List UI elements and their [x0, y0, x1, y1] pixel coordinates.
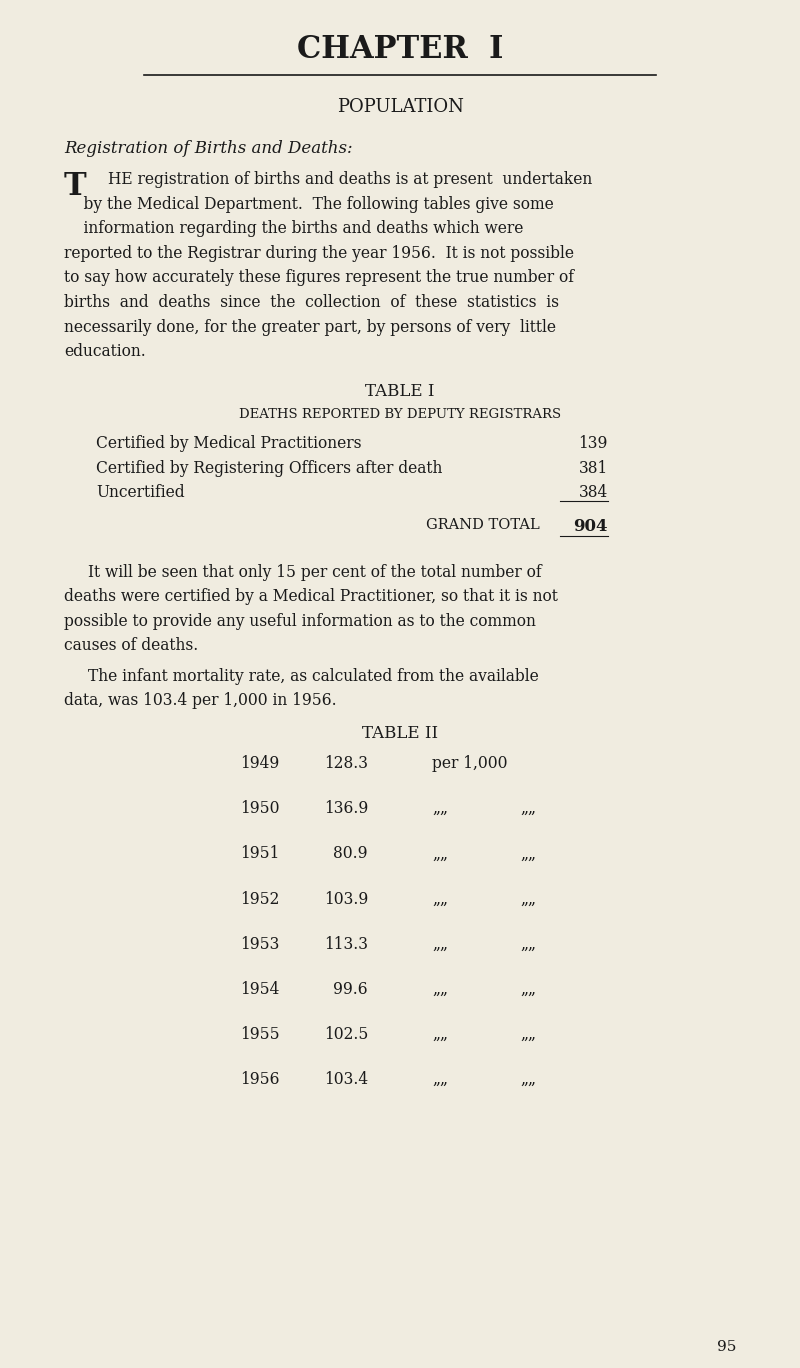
Text: 102.5: 102.5 — [324, 1026, 368, 1042]
Text: 1956: 1956 — [240, 1071, 279, 1088]
Text: education.: education. — [64, 343, 146, 360]
Text: „„: „„ — [432, 1026, 448, 1042]
Text: 381: 381 — [578, 460, 608, 476]
Text: information regarding the births and deaths which were: information regarding the births and dea… — [64, 220, 523, 237]
Text: by the Medical Department.  The following tables give some: by the Medical Department. The following… — [64, 196, 554, 212]
Text: 136.9: 136.9 — [324, 800, 368, 817]
Text: 1951: 1951 — [240, 845, 279, 862]
Text: 1955: 1955 — [240, 1026, 280, 1042]
Text: T: T — [64, 171, 86, 202]
Text: 1952: 1952 — [240, 891, 279, 907]
Text: to say how accurately these figures represent the true number of: to say how accurately these figures repr… — [64, 269, 574, 286]
Text: TABLE I: TABLE I — [366, 383, 434, 399]
Text: reported to the Registrar during the year 1956.  It is not possible: reported to the Registrar during the yea… — [64, 245, 574, 261]
Text: 139: 139 — [578, 435, 608, 451]
Text: Registration of Births and Deaths:: Registration of Births and Deaths: — [64, 140, 353, 156]
Text: „„: „„ — [520, 1026, 536, 1042]
Text: 95: 95 — [717, 1341, 736, 1354]
Text: 1954: 1954 — [240, 981, 279, 997]
Text: „„: „„ — [432, 891, 448, 907]
Text: 384: 384 — [578, 484, 608, 501]
Text: „„: „„ — [432, 800, 448, 817]
Text: „„: „„ — [520, 981, 536, 997]
Text: necessarily done, for the greater part, by persons of very  little: necessarily done, for the greater part, … — [64, 319, 556, 335]
Text: 103.9: 103.9 — [324, 891, 368, 907]
Text: 113.3: 113.3 — [324, 936, 368, 952]
Text: „„: „„ — [520, 845, 536, 862]
Text: 103.4: 103.4 — [324, 1071, 368, 1088]
Text: Certified by Registering Officers after death: Certified by Registering Officers after … — [96, 460, 442, 476]
Text: per 1,000: per 1,000 — [432, 755, 507, 772]
Text: „„: „„ — [432, 981, 448, 997]
Text: „„: „„ — [432, 936, 448, 952]
Text: possible to provide any useful information as to the common: possible to provide any useful informati… — [64, 613, 536, 629]
Text: 80.9: 80.9 — [334, 845, 368, 862]
Text: DEATHS REPORTED BY DEPUTY REGISTRARS: DEATHS REPORTED BY DEPUTY REGISTRARS — [239, 408, 561, 421]
Text: „„: „„ — [432, 1071, 448, 1088]
Text: GRAND TOTAL: GRAND TOTAL — [426, 518, 540, 532]
Text: 1953: 1953 — [240, 936, 279, 952]
Text: It will be seen that only 15 per cent of the total number of: It will be seen that only 15 per cent of… — [88, 564, 542, 580]
Text: „„: „„ — [520, 1071, 536, 1088]
Text: TABLE II: TABLE II — [362, 725, 438, 741]
Text: „„: „„ — [520, 936, 536, 952]
Text: causes of deaths.: causes of deaths. — [64, 637, 198, 654]
Text: Certified by Medical Practitioners: Certified by Medical Practitioners — [96, 435, 362, 451]
Text: 1949: 1949 — [240, 755, 279, 772]
Text: CHAPTER  I: CHAPTER I — [297, 34, 503, 66]
Text: 1950: 1950 — [240, 800, 279, 817]
Text: 99.6: 99.6 — [334, 981, 368, 997]
Text: HE registration of births and deaths is at present  undertaken: HE registration of births and deaths is … — [108, 171, 592, 187]
Text: deaths were certified by a Medical Practitioner, so that it is not: deaths were certified by a Medical Pract… — [64, 588, 558, 605]
Text: „„: „„ — [520, 800, 536, 817]
Text: Uncertified: Uncertified — [96, 484, 185, 501]
Text: births  and  deaths  since  the  collection  of  these  statistics  is: births and deaths since the collection o… — [64, 294, 559, 311]
Text: „„: „„ — [432, 845, 448, 862]
Text: 128.3: 128.3 — [324, 755, 368, 772]
Text: „„: „„ — [520, 891, 536, 907]
Text: data, was 103.4 per 1,000 in 1956.: data, was 103.4 per 1,000 in 1956. — [64, 692, 337, 709]
Text: The infant mortality rate, as calculated from the available: The infant mortality rate, as calculated… — [88, 668, 538, 684]
Text: 904: 904 — [574, 518, 608, 535]
Text: POPULATION: POPULATION — [337, 98, 463, 116]
